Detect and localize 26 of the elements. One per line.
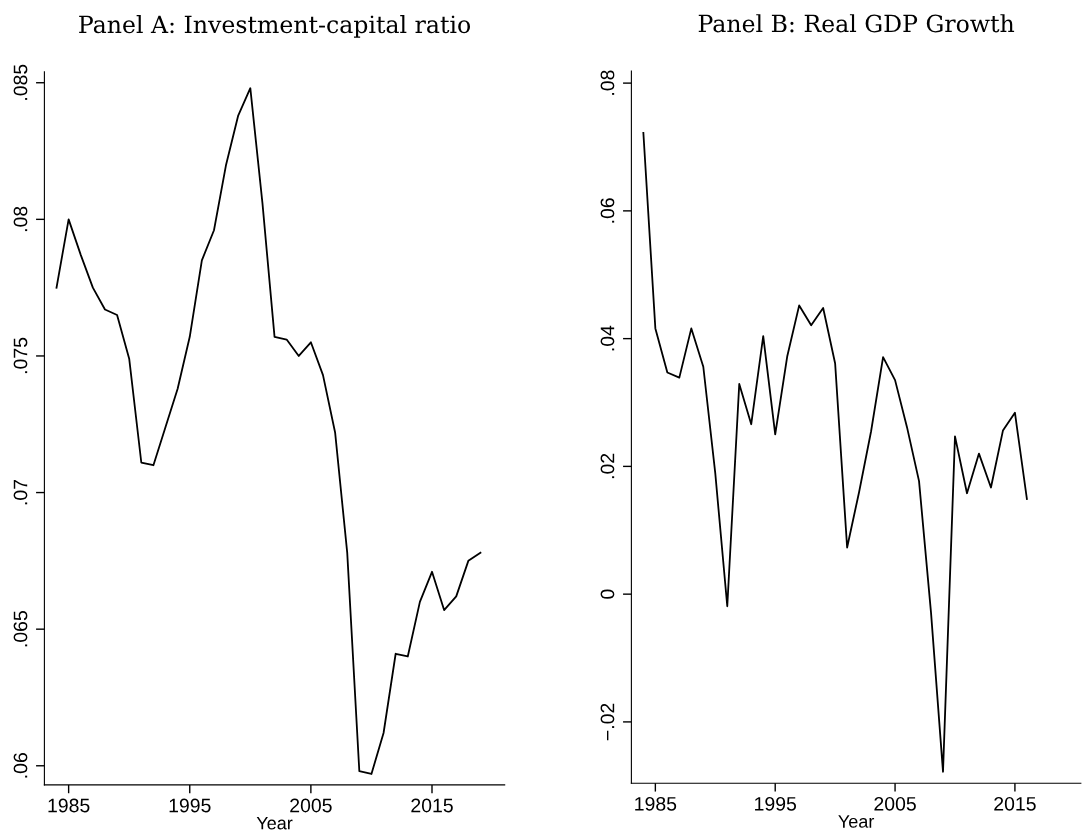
x-tick-label: 2005 <box>874 796 916 811</box>
x-tick-label: 1995 <box>755 796 797 811</box>
y-tick-label: .065 <box>13 611 28 647</box>
line-series <box>55 87 482 775</box>
chart-title: Panel B: Real GDP Growth <box>698 14 1015 33</box>
y-tick-label: .02 <box>600 453 615 479</box>
x-tick-label: 2015 <box>411 798 453 813</box>
y-tick-label: .08 <box>13 206 28 232</box>
x-tick-label: 1995 <box>169 798 211 813</box>
chart-title: Panel A: Investment-capital ratio <box>79 14 471 38</box>
y-tick-label: .04 <box>600 325 615 351</box>
y-tick-label: .085 <box>13 64 28 100</box>
x-tick-label: 1985 <box>635 796 677 811</box>
x-tick-label: 1985 <box>48 798 90 813</box>
y-tick-label: .075 <box>13 337 28 374</box>
y-tick-label: .06 <box>600 198 615 223</box>
y-tick-label: 0 <box>600 589 615 599</box>
y-tick-label: .07 <box>13 480 28 505</box>
x-tick-label: 2005 <box>290 798 332 813</box>
x-axis-title: Year <box>838 815 875 828</box>
x-axis-title: Year <box>256 816 293 830</box>
y-tick-label: .06 <box>13 753 28 778</box>
y-tick-label: −.02 <box>600 703 615 741</box>
line-series <box>642 132 1028 773</box>
x-tick-label: 2015 <box>994 796 1036 811</box>
y-tick-label: .08 <box>600 70 615 95</box>
